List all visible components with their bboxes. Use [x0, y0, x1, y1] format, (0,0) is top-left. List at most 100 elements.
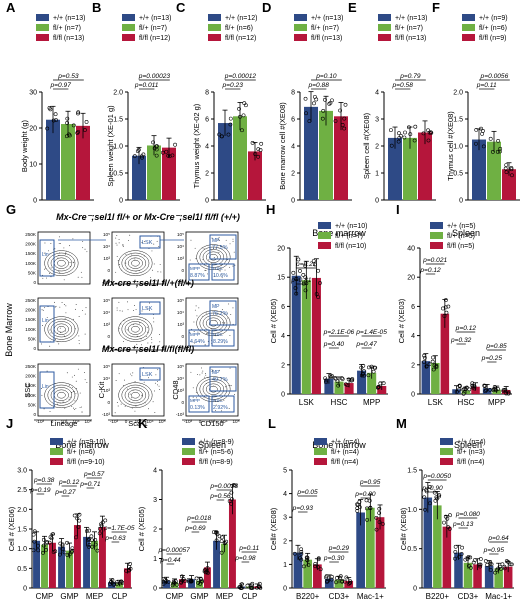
p-value: p=0.90: [421, 485, 443, 492]
data-point: [316, 295, 321, 299]
bar: [98, 527, 106, 588]
data-point: [291, 270, 296, 275]
contour: [196, 376, 231, 403]
event-dot: [134, 410, 136, 412]
bar: [421, 361, 431, 394]
data-point: [77, 518, 82, 523]
data-point: [480, 131, 485, 136]
bar: [48, 542, 56, 588]
p-value: p=0.0056: [480, 73, 509, 80]
event-dot: [121, 310, 123, 312]
data-point: [369, 364, 374, 369]
event-dot: [125, 262, 127, 264]
data-point: [437, 494, 441, 499]
data-point: [433, 498, 438, 503]
contour: [124, 321, 147, 338]
p-value: p=0.21: [295, 261, 317, 268]
event-dot: [154, 412, 156, 414]
y-tick-label: 10: [29, 162, 37, 169]
event-dot: [146, 307, 148, 309]
p-value: p=0.63: [104, 535, 126, 542]
y-tick-label: 10⁵: [177, 298, 184, 303]
y-tick-label: 4: [291, 144, 295, 151]
event-dot: [131, 397, 133, 399]
data-point: [229, 497, 234, 501]
event-dot: [127, 309, 129, 311]
event-dot: [73, 374, 75, 376]
event-dot: [118, 242, 120, 244]
event-dot: [158, 385, 160, 387]
y-tick-label: 0: [181, 400, 184, 405]
contour: [44, 316, 79, 343]
legend-swatch: [462, 34, 475, 41]
data-point: [292, 551, 297, 556]
data-point: [498, 146, 503, 151]
event-dot: [208, 259, 209, 261]
chart-E: 0 1 2 3 4 Spleen cell #(XE08) p=0.79 p=0.58 +/+ …: [362, 14, 436, 205]
data-point: [51, 118, 56, 123]
data-point: [430, 359, 435, 364]
event-dot: [204, 343, 206, 345]
event-dot: [226, 312, 228, 314]
event-dot: [228, 407, 230, 409]
x-tick-label: CLP: [112, 592, 128, 601]
legend-swatch: [440, 448, 453, 455]
data-point: [170, 153, 175, 158]
y-tick-label: 4: [205, 144, 209, 151]
y-tick-label: 3: [283, 515, 287, 522]
event-dot: [157, 369, 159, 371]
x-tick-label: B220+: [426, 592, 450, 601]
event-dot: [42, 325, 43, 326]
y-tick-label: 10⁵: [177, 364, 184, 369]
y-tick-label: 0: [291, 198, 295, 205]
event-dot: [213, 247, 215, 249]
event-dot: [205, 270, 207, 271]
legend-swatch: [314, 448, 327, 455]
event-dot: [66, 372, 68, 374]
event-dot: [120, 403, 122, 405]
event-dot: [196, 397, 198, 399]
event-dot: [124, 405, 126, 407]
event-dot: [192, 396, 194, 398]
data-point: [205, 571, 210, 575]
event-dot: [126, 329, 128, 331]
data-point: [60, 547, 65, 551]
y-tick-label: 6: [205, 117, 209, 124]
data-point: [453, 550, 458, 554]
y-tick-label: 2: [411, 362, 415, 369]
event-dot: [82, 240, 84, 242]
event-dot: [141, 242, 143, 243]
legend-label: +/+ (n=9): [479, 15, 508, 22]
data-point: [498, 149, 502, 154]
data-point: [241, 113, 246, 118]
event-dot: [65, 252, 67, 254]
bar: [248, 151, 262, 200]
contour: [209, 319, 218, 327]
bar: [304, 106, 318, 200]
p-value: p=0.11: [476, 82, 497, 89]
event-dot: [56, 332, 58, 334]
data-point: [441, 306, 445, 311]
data-point: [243, 103, 248, 108]
p-value: p=1.4E-05: [355, 329, 387, 336]
event-dot: [212, 369, 214, 371]
event-dot: [80, 271, 82, 273]
bar: [58, 546, 66, 588]
data-point: [328, 100, 333, 105]
legend-label: fl/fl (n=13): [53, 35, 84, 42]
event-dot: [71, 392, 73, 393]
data-point: [49, 536, 54, 541]
mp-gate: [209, 300, 237, 326]
data-point: [324, 378, 328, 383]
legend-swatch: [294, 34, 307, 41]
event-dot: [193, 399, 194, 401]
data-point: [256, 147, 261, 152]
legend-swatch: [294, 24, 307, 31]
y-tick-label: 0: [23, 586, 27, 593]
legend-label: fl/+ (n=7): [335, 233, 363, 240]
event-dot: [118, 373, 120, 375]
data-point: [60, 543, 65, 548]
data-point: [338, 574, 343, 579]
event-dot: [134, 381, 136, 383]
